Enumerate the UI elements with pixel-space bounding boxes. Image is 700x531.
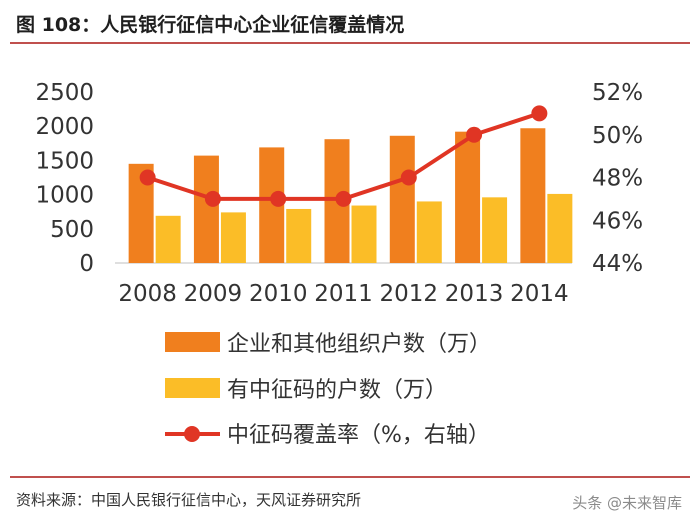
coverage-point bbox=[400, 169, 417, 186]
x-tick-label: 2013 bbox=[445, 281, 504, 307]
legend-marker-coverage bbox=[184, 426, 200, 442]
bar-enterprise-total bbox=[520, 128, 546, 263]
bar-with-code bbox=[220, 212, 246, 263]
y-left-tick-label: 1000 bbox=[35, 183, 94, 209]
bar-with-code bbox=[286, 208, 312, 263]
x-tick-label: 2008 bbox=[118, 281, 177, 307]
y-left-tick-label: 0 bbox=[79, 251, 94, 277]
legend-label-with-code: 有中征码的户数（万） bbox=[227, 378, 447, 403]
y-left-tick-label: 2000 bbox=[35, 114, 94, 140]
y-left-tick-label: 1500 bbox=[35, 148, 94, 174]
y-left-tick-label: 500 bbox=[50, 217, 94, 243]
y-right-tick-label: 52% bbox=[592, 80, 643, 106]
coverage-point bbox=[466, 126, 483, 143]
bar-with-code bbox=[155, 215, 181, 263]
bar-with-code bbox=[351, 205, 377, 263]
x-tick-label: 2012 bbox=[380, 281, 439, 307]
chart: 0 500 1000 1500 2000 2500 44% 46% 48% 50% 52% 2008 2… bbox=[35, 80, 643, 448]
y-right-tick-label: 44% bbox=[592, 251, 643, 277]
y-left-tick-label: 2500 bbox=[35, 80, 94, 106]
legend-swatch-enterprise bbox=[165, 332, 220, 352]
bar-enterprise-total bbox=[389, 135, 415, 263]
source-note: 资料来源：中国人民银行征信中心，天风证券研究所 bbox=[16, 491, 362, 509]
y-right-tick-label: 46% bbox=[592, 208, 643, 234]
bar-enterprise-total bbox=[193, 155, 219, 263]
coverage-point bbox=[139, 169, 156, 186]
coverage-point bbox=[270, 190, 287, 207]
bar-enterprise-total bbox=[455, 131, 481, 263]
legend-label-coverage: 中征码覆盖率（%，右轴） bbox=[227, 423, 490, 448]
x-tick-label: 2010 bbox=[249, 281, 308, 307]
y-right-tick-label: 48% bbox=[592, 166, 643, 192]
x-tick-label: 2014 bbox=[510, 281, 569, 307]
coverage-point bbox=[204, 190, 221, 207]
footer-divider bbox=[10, 476, 690, 478]
bar-with-code bbox=[416, 201, 442, 263]
title-divider bbox=[10, 42, 690, 44]
watermark: 头条 @未来智库 bbox=[572, 494, 682, 512]
y-right-tick-label: 50% bbox=[592, 123, 643, 149]
chart-title: 图 108：人民银行征信中心企业征信覆盖情况 bbox=[16, 14, 405, 36]
bar-with-code bbox=[547, 193, 573, 263]
legend-label-enterprise: 企业和其他组织户数（万） bbox=[227, 332, 491, 357]
coverage-point bbox=[335, 190, 352, 207]
bar-with-code bbox=[482, 197, 508, 263]
legend-swatch-with-code bbox=[165, 378, 220, 398]
x-tick-label: 2011 bbox=[314, 281, 373, 307]
coverage-point bbox=[531, 105, 548, 122]
x-tick-label: 2009 bbox=[184, 281, 243, 307]
